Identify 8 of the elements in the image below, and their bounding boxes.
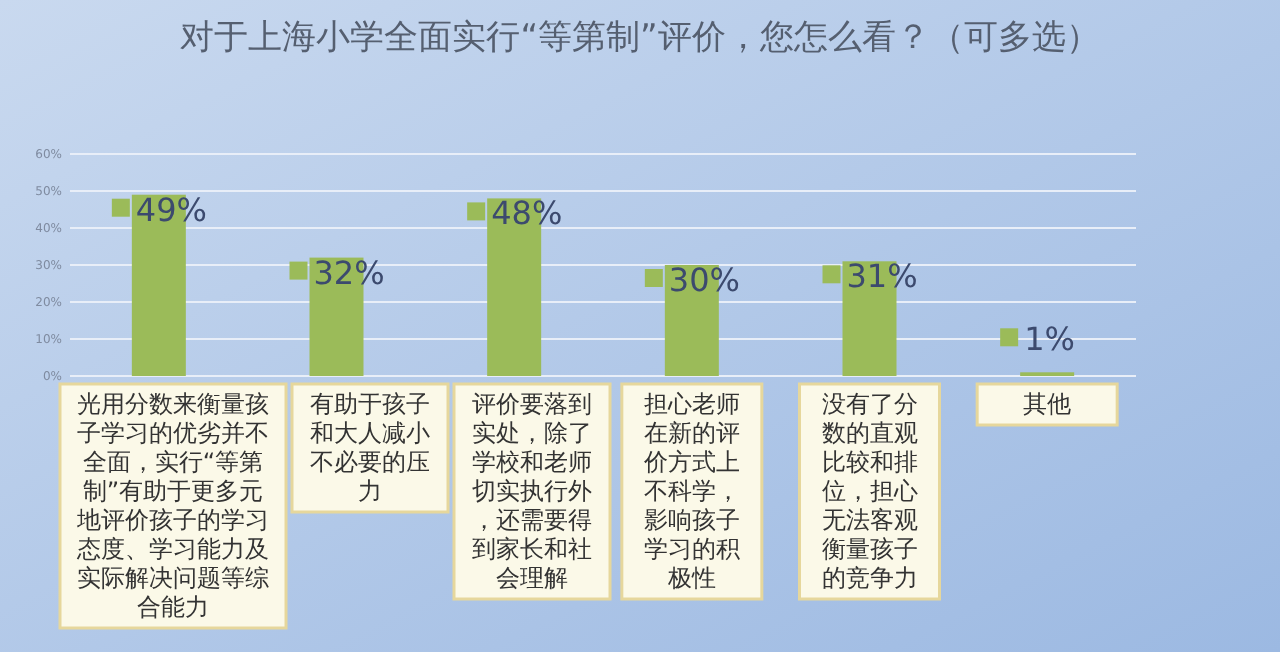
x-tick-label: 担心老师在新的评价方式上不科学，影响孩子学习的积极性	[641, 390, 740, 592]
x-tick-label: 评价要落到实处，除了学校和老师切实执行外，还需要得到家长和社会理解	[472, 390, 592, 592]
x-tick-label: 其他	[1023, 390, 1072, 418]
x-tick-label: 没有了分数的直观比较和排位，担心无法客观衡量孩子的竞争力	[821, 390, 918, 592]
x-tick-label: 有助于孩子和大人减小不必要的压力	[310, 390, 430, 505]
data-label: 1%	[1024, 320, 1075, 359]
x-tick-label: 光用分数来衡量孩子学习的优劣并不全面，实行“等第制”有助于更多元地评价孩子的学习态度、学习能力及实际解决问题等综合能力	[75, 390, 269, 621]
chart-title: 对于上海小学全面实行“等第制”评价，您怎么看？（可多选）	[180, 18, 1100, 58]
